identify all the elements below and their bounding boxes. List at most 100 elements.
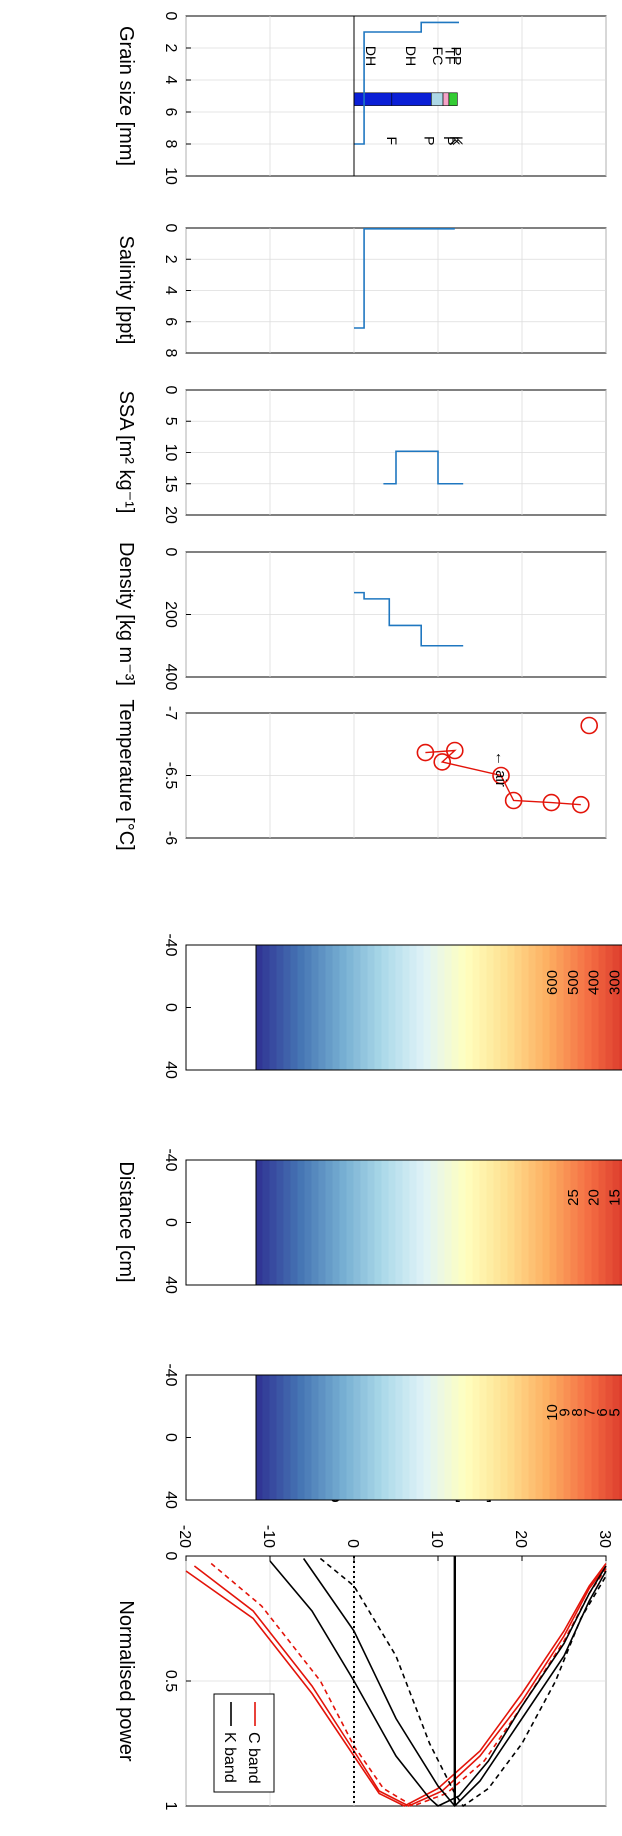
x-tick-label: 0 [162, 1433, 179, 1442]
colorbar-segment [283, 1160, 291, 1285]
grid [185, 713, 607, 838]
colorbar-segment [262, 945, 270, 1070]
colorbar-segment [311, 945, 319, 1070]
colorbar-segment [535, 1160, 543, 1285]
x-tick-label: 0 [162, 12, 179, 21]
y-tick-labels: -20 -10 0 10 20 30 [176, 1525, 613, 1561]
colorbar-segment [430, 945, 438, 1070]
colorbar-segment [360, 1160, 368, 1285]
x-tick-labels: 0 2 4 6 8 [162, 224, 191, 358]
colorbar-segment [605, 1375, 613, 1500]
colorbar-segment [465, 1160, 473, 1285]
colorbar-segment [255, 945, 263, 1070]
colorbar-segment [276, 1375, 284, 1500]
colorbar-segment [479, 1160, 487, 1285]
x-tick-label: 40 [162, 1276, 179, 1294]
x-tick-label: 40 [162, 1061, 179, 1079]
x-axis-label: SSA [m² kg⁻¹] [115, 391, 137, 514]
layer-bar [430, 92, 444, 106]
colorbar-segment [374, 1160, 382, 1285]
colorbar-segment [472, 945, 480, 1070]
layer-type-label: FC [430, 47, 446, 66]
x-tick-label: -6.5 [162, 762, 179, 790]
colorbar-segment [612, 1375, 620, 1500]
colorbar-segment [297, 945, 305, 1070]
layer-type-label: DH [363, 46, 379, 66]
colorbar-segment [353, 1375, 361, 1500]
colorbar-segment [409, 1375, 417, 1500]
colorbar-segment [549, 1375, 557, 1500]
colorbar-segment [311, 1375, 319, 1500]
colorbar-segment [584, 945, 592, 1070]
colorbar-tick-label: 4 [619, 1408, 622, 1416]
colorbar-segment [591, 1160, 599, 1285]
colorbar-segment [402, 1160, 410, 1285]
colorbar-segment [619, 1160, 622, 1285]
colorbar-segment [416, 1375, 424, 1500]
colorbar-segment [556, 945, 564, 1070]
colorbar-segment [395, 1375, 403, 1500]
colorbar-segment [388, 1160, 396, 1285]
profile-line [383, 450, 464, 485]
colorbar-segment [563, 945, 571, 1070]
colorbar-segment [416, 1160, 424, 1285]
colorbar-segment [353, 945, 361, 1070]
colorbar-segment [409, 1160, 417, 1285]
x-tick-labels: -7 -6.5 -6 [162, 706, 191, 845]
colorbar-tick-label: 400 [586, 970, 603, 995]
x-tick-label: 6 [162, 108, 179, 117]
colorbar-segment [479, 945, 487, 1070]
legend-label-k-band: K band [221, 1732, 238, 1783]
y-tick-label: 20 [512, 1530, 529, 1548]
x-tick-label: 2 [162, 255, 179, 264]
x-tick-labels: -40 0 40 [162, 933, 191, 1079]
layer-bar [442, 92, 450, 106]
x-axis-label: Salinity [ppt] [115, 236, 137, 345]
x-tick-label: 10 [162, 444, 179, 462]
colorbar-segment [297, 1160, 305, 1285]
colorbar-segment [479, 1375, 487, 1500]
temperature-line [425, 749, 581, 806]
colorbar-segment [437, 945, 445, 1070]
colorbar-segment [290, 1375, 298, 1500]
colorbar-segment [346, 945, 354, 1070]
colorbar-segment [486, 1375, 494, 1500]
colorbar-segment [563, 1160, 571, 1285]
x-tick-label: 4 [162, 286, 179, 295]
colorbar-segment [577, 1160, 585, 1285]
x-axis-label: Density [kg m⁻³] [115, 542, 137, 686]
y-tick-label: 10 [428, 1530, 445, 1548]
colorbar-segment [507, 1160, 515, 1285]
colorbar-segment [388, 1375, 396, 1500]
x-tick-label: 8 [162, 140, 179, 149]
colorbar-segment [528, 1375, 536, 1500]
x-tick-label: 15 [162, 475, 179, 493]
colorbar-segment [549, 1160, 557, 1285]
x-tick-label: 8 [162, 349, 179, 358]
hand-hardness-label: P [441, 136, 457, 145]
x-tick-label: 400 [162, 664, 179, 691]
panel-salinity: 0 2 4 6 8 Salinity [ppt] [115, 224, 607, 358]
x-tick-label: 1 [162, 1802, 179, 1811]
colorbar-segment [493, 945, 501, 1070]
colorbar-segment [416, 945, 424, 1070]
x-tick-label: -7 [162, 706, 179, 720]
colorbar-segment [346, 1375, 354, 1500]
layer-type-label: PP [448, 47, 464, 66]
panel-temperature: -7 -6.5 -6 Temperature [°C] ← air [115, 699, 607, 851]
colorbar-segment [346, 1160, 354, 1285]
colorbar-segment [255, 1375, 263, 1500]
series-line-2 [210, 1562, 607, 1807]
colorbar-segment [395, 945, 403, 1070]
colorbar-segment [486, 1160, 494, 1285]
colorbar-segment [556, 1160, 564, 1285]
colorbar-segment [521, 945, 529, 1070]
x-tick-labels: 0 2 4 6 8 10 [162, 12, 191, 185]
panel-density-profile: 0 200 400 Density [kg m⁻³] [115, 542, 607, 691]
x-tick-labels: -40 0 40 [162, 1148, 191, 1294]
series-line-1 [193, 1565, 607, 1807]
colorbar-segment [325, 1160, 333, 1285]
